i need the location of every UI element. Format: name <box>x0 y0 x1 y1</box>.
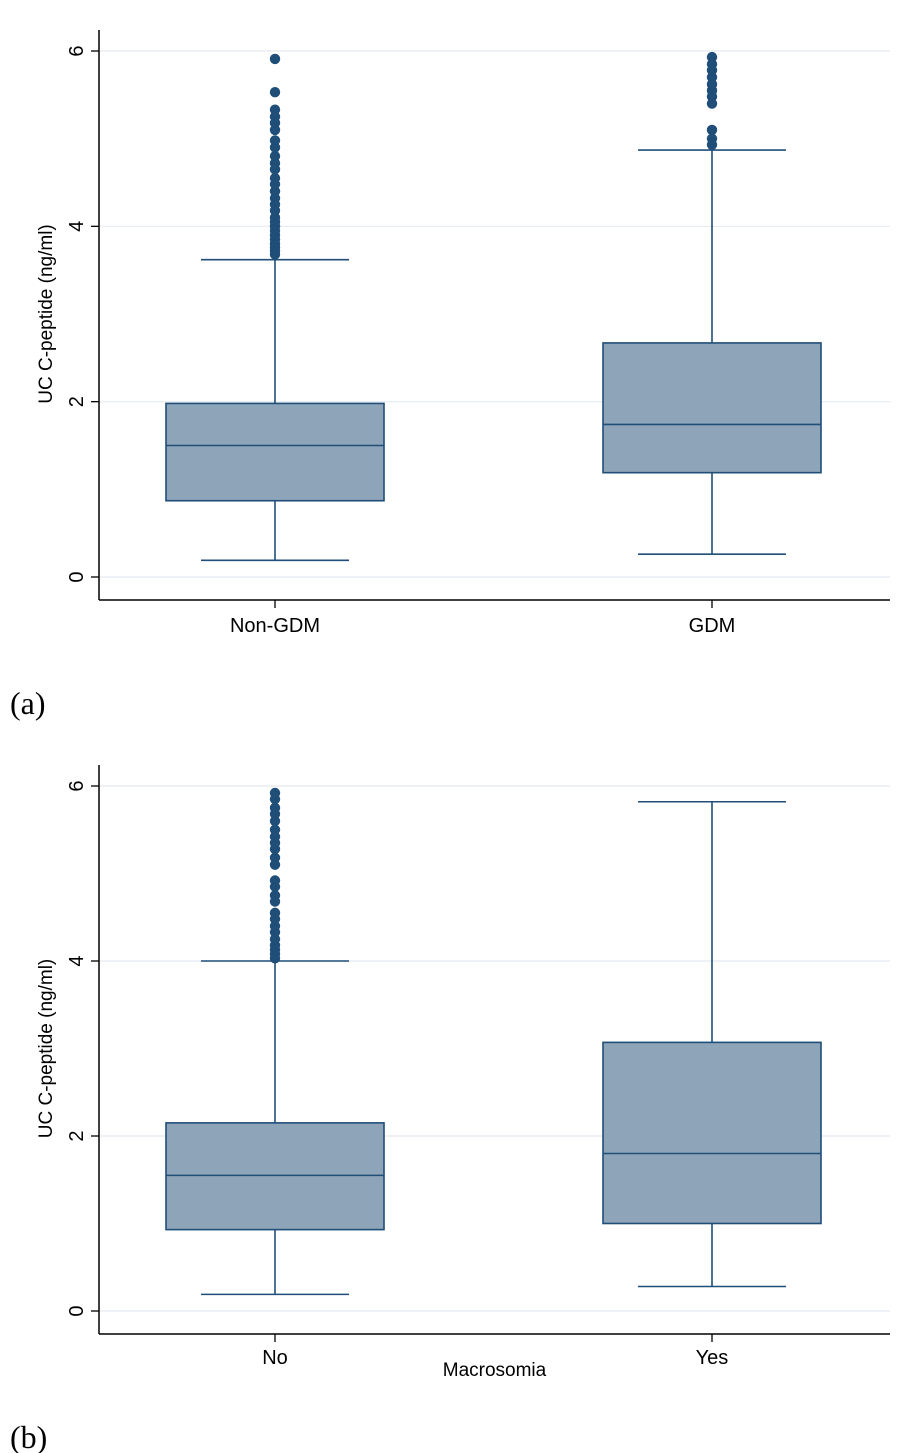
outlier-point <box>269 151 281 162</box>
box-gdm <box>602 51 822 556</box>
iqr-box <box>602 1041 822 1225</box>
x-ticks: No Yes <box>262 1334 728 1369</box>
outlier-point <box>269 802 281 814</box>
outlier-point <box>269 875 281 886</box>
outlier-point <box>269 135 281 146</box>
y-ticks: 0 2 4 6 <box>66 780 99 1317</box>
outlier-point <box>269 53 281 65</box>
panel-a: 0 2 4 6 Non-GDM GDM UC C-peptide (ng/ml) (a) <box>10 30 890 721</box>
y-tick-label: 6 <box>66 780 88 791</box>
y-tick-label: 2 <box>66 1130 88 1141</box>
axes <box>98 30 890 601</box>
box-non-gdm <box>165 53 385 562</box>
x-tick-label: Non-GDM <box>230 615 320 637</box>
y-tick-label: 2 <box>66 396 88 407</box>
outlier-point <box>269 172 281 184</box>
outlier-point <box>706 51 718 63</box>
box-plots <box>165 787 822 1296</box>
outlier-point <box>269 87 281 98</box>
x-tick-label: No <box>262 1347 288 1369</box>
outlier-point <box>269 907 281 919</box>
outlier-point <box>269 890 281 901</box>
iqr-box <box>602 342 822 474</box>
x-tick-label: Yes <box>696 1347 729 1369</box>
outlier-point <box>269 852 281 863</box>
y-axis-label: UC C-peptide (ng/ml) <box>36 959 57 1139</box>
box-plots <box>165 51 822 562</box>
y-tick-label: 0 <box>66 1305 88 1316</box>
box-yes <box>602 800 822 1288</box>
x-axis-label: Macrosomia <box>443 1360 547 1381</box>
y-tick-label: 4 <box>66 955 88 966</box>
x-tick-label: GDM <box>689 615 736 637</box>
outlier-point <box>269 104 281 115</box>
iqr-box <box>165 1122 385 1231</box>
panel-b: 0 2 4 6 No Yes UC C-peptide (ng/ml) Macrosom… <box>10 765 890 1453</box>
panel-label: (b) <box>10 1419 47 1453</box>
x-ticks: Non-GDM GDM <box>230 600 735 637</box>
box-no <box>165 787 385 1296</box>
outlier-point <box>706 124 718 136</box>
y-tick-label: 0 <box>66 571 88 582</box>
axes <box>98 765 890 1335</box>
outlier-point <box>269 787 281 799</box>
y-tick-label: 4 <box>66 221 88 232</box>
y-tick-label: 6 <box>66 45 88 56</box>
iqr-box <box>165 402 385 502</box>
outlier-point <box>706 133 718 144</box>
y-axis-label: UC C-peptide (ng/ml) <box>36 224 57 404</box>
panel-label: (a) <box>10 685 46 721</box>
outlier-point <box>269 824 281 835</box>
y-ticks: 0 2 4 6 <box>66 45 99 583</box>
